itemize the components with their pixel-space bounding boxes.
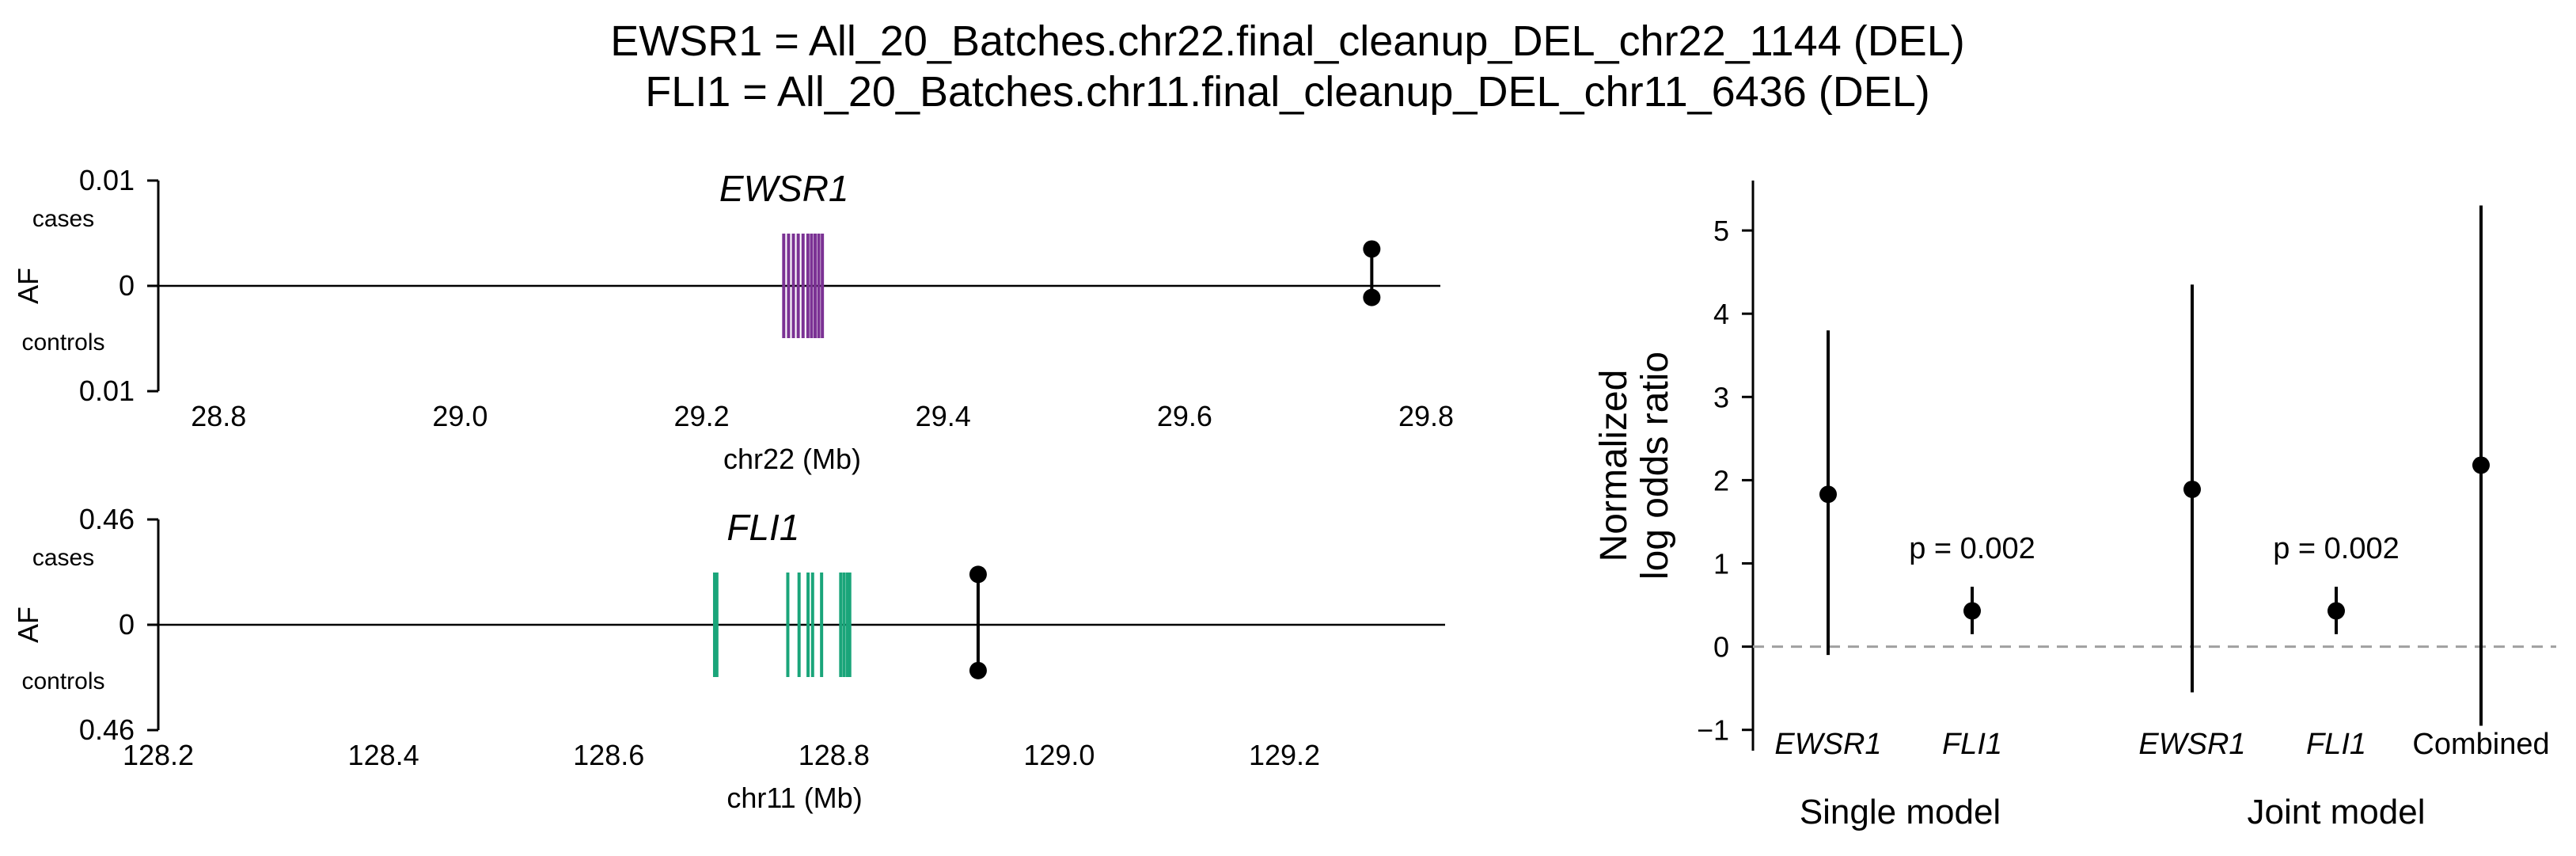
y-tick-label: 0.46 [79, 713, 135, 746]
x-tick-label: 28.8 [191, 400, 246, 432]
category-label: EWSR1 [2138, 728, 2245, 761]
p-value-label: p = 0.002 [2273, 532, 2400, 565]
cases-label: cases [32, 545, 94, 571]
category-label: EWSR1 [1774, 728, 1881, 761]
gene-title: EWSR1 [719, 168, 849, 209]
y-axis-label-line: Normalized [1593, 370, 1635, 562]
locus-panel-ewsr1: 0.01 0 0.01 cases controls AF 28.8 29.0 29.2 29.4… [12, 164, 1454, 475]
variant-cases-point [1363, 240, 1381, 258]
y-tick-label: 0.01 [79, 164, 135, 196]
x-tick-label: 29.2 [674, 400, 730, 432]
x-tick-label: 128.4 [348, 739, 419, 771]
y-tick-label: 0 [119, 608, 135, 641]
category-label: FLI1 [1942, 728, 2002, 761]
estimate-point [2328, 602, 2345, 620]
y-tick-label: −1 [1697, 714, 1729, 747]
y-tick-label: 5 [1713, 215, 1729, 247]
locus-panel-fli1: 0.46 0 0.46 cases controls AF 128.2 128.4 128.6 1… [12, 503, 1445, 814]
x-tick-label: 128.2 [123, 739, 194, 771]
controls-label: controls [21, 668, 104, 694]
variant-controls-point [1363, 288, 1381, 306]
x-axis-label: chr11 (Mb) [727, 782, 862, 814]
y-tick-label: 1 [1713, 548, 1729, 580]
x-tick-label: 29.0 [432, 400, 488, 432]
category-label: FLI1 [2306, 728, 2366, 761]
y-tick-label: 4 [1713, 298, 1729, 330]
group-label: Joint model [2247, 793, 2425, 831]
estimate-point [2472, 456, 2490, 474]
odds-ratio-panel: −1 0 1 2 3 4 5 Normalizedlog odds ratio EWSR1 FLI… [1593, 181, 2556, 831]
p-value-label: p = 0.002 [1909, 532, 2035, 565]
estimate-point [1963, 602, 1981, 620]
y-tick-label: 0 [1713, 631, 1729, 664]
estimate-point [1819, 485, 1837, 504]
y-tick-label: 0.46 [79, 503, 135, 535]
figure-title-line-2: FLI1 = All_20_Batches.chr11.final_cleanu… [645, 68, 1930, 116]
y-axis-label: AF [12, 607, 44, 643]
x-tick-label: 129.2 [1249, 739, 1320, 771]
variant-controls-point [969, 661, 987, 679]
cases-label: cases [32, 206, 94, 232]
y-tick-label: 0.01 [79, 375, 135, 407]
x-tick-label: 129.0 [1023, 739, 1095, 771]
x-axis-label: chr22 (Mb) [723, 443, 861, 475]
x-tick-label: 29.8 [1398, 400, 1454, 432]
variant-cases-point [969, 565, 987, 584]
category-label: Combined [2412, 728, 2549, 761]
x-tick-label: 128.8 [799, 739, 870, 771]
gene-title: FLI1 [727, 507, 799, 548]
y-axis-label: AF [12, 268, 44, 304]
y-axis-label: Normalizedlog odds ratio [1593, 352, 1676, 580]
estimate-point [2183, 480, 2201, 498]
x-tick-label: 128.6 [573, 739, 644, 771]
y-axis-label-line: log odds ratio [1634, 352, 1676, 580]
controls-label: controls [21, 329, 104, 356]
x-tick-label: 29.6 [1157, 400, 1212, 432]
y-tick-label: 3 [1713, 381, 1729, 413]
group-label: Single model [1800, 793, 2001, 831]
y-tick-label: 2 [1713, 464, 1729, 496]
figure-title-line-1: EWSR1 = All_20_Batches.chr22.final_clean… [610, 17, 1965, 65]
x-tick-label: 29.4 [916, 400, 971, 432]
y-tick-label: 0 [119, 269, 135, 302]
